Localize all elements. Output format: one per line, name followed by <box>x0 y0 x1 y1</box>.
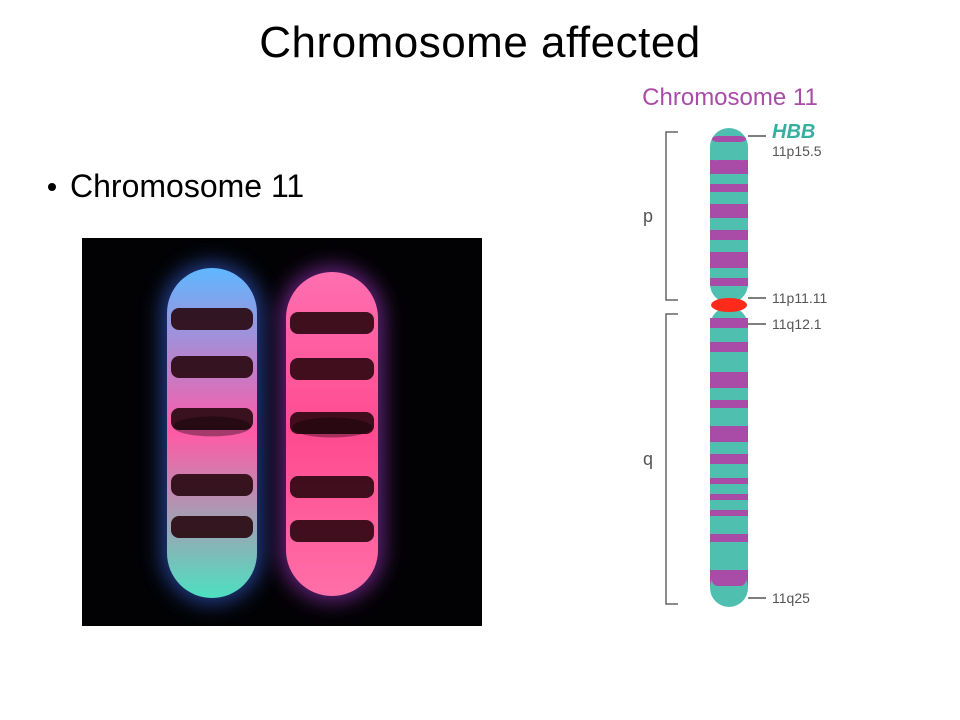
ideogram-title: Chromosome 11 <box>600 84 860 112</box>
svg-text:11p11.11: 11p11.11 <box>772 290 827 306</box>
bullet-dot-icon <box>48 183 56 191</box>
slide-title: Chromosome affected <box>0 0 960 68</box>
microscopy-image <box>82 238 482 626</box>
svg-text:q: q <box>643 449 653 469</box>
svg-text:11p15.5: 11p15.5 <box>772 143 822 159</box>
ideogram-panel: Chromosome 11 p q HBB11p15.5 11p11.11 11q12.… <box>560 84 920 644</box>
svg-text:p: p <box>643 206 653 226</box>
svg-text:11q25: 11q25 <box>772 590 810 606</box>
ideogram-svg: p q HBB11p15.5 11p11.11 11q12.1 11q25 <box>560 118 920 638</box>
content-area: Chromosome 11 Chromosome 11 p q HBB11p15.5… <box>0 68 960 688</box>
svg-text:11q12.1: 11q12.1 <box>772 316 822 332</box>
bullet-item: Chromosome 11 <box>48 168 304 205</box>
microscopy-svg <box>82 238 482 626</box>
bullet-text: Chromosome 11 <box>70 168 304 205</box>
svg-text:HBB: HBB <box>772 121 815 143</box>
